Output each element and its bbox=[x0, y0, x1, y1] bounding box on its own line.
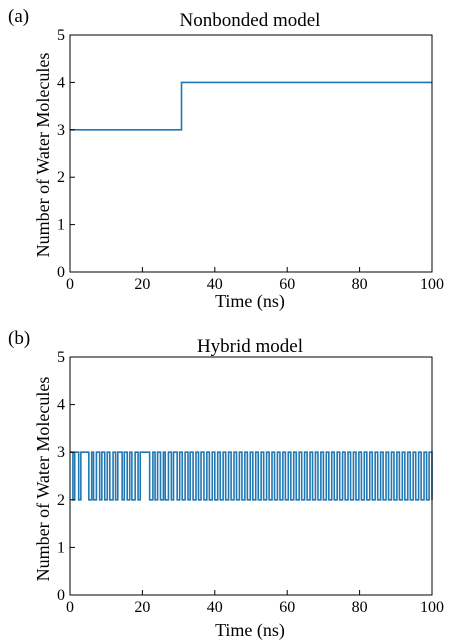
panel-a-label: (a) bbox=[8, 6, 29, 27]
panel-b-xtick-label: 20 bbox=[134, 599, 150, 616]
panel-b-xtick-label: 40 bbox=[207, 599, 223, 616]
panel-a-ytick-label: 4 bbox=[57, 74, 65, 91]
panel-a-ytick-label: 3 bbox=[57, 122, 65, 139]
panel-b-ytick-label: 4 bbox=[57, 397, 65, 414]
panel-a-plot-frame bbox=[69, 34, 433, 273]
panel-b-ytick-label: 2 bbox=[57, 492, 65, 509]
panel-a-chart: (a) Nonbonded model 0 20 40 60 80 100 0 1 2 3 4 5 T… bbox=[8, 6, 444, 312]
panel-b-series-line-0 bbox=[70, 451, 433, 501]
panel-b-ytick-label: 0 bbox=[57, 587, 65, 604]
panel-a-ytick-label: 1 bbox=[57, 217, 65, 234]
panel-b-xtick-label: 0 bbox=[66, 599, 74, 616]
panel-b-ylabel: Number of Water Molecules bbox=[33, 377, 53, 582]
panel-b-plot-frame bbox=[69, 356, 433, 596]
panel-a-ylabel: Number of Water Molecules bbox=[33, 53, 53, 258]
panel-a-xtick-label: 40 bbox=[207, 276, 223, 293]
panel-a-ytick-label: 5 bbox=[57, 27, 65, 44]
panel-b-ytick-label: 5 bbox=[57, 349, 65, 366]
panel-a-xlabel: Time (ns) bbox=[215, 291, 285, 312]
panel-a-xtick-label: 20 bbox=[134, 276, 150, 293]
panel-b-xtick-label: 60 bbox=[279, 599, 295, 616]
panel-b-ytick-label: 3 bbox=[57, 444, 65, 461]
panel-a-series-line-0 bbox=[70, 81, 432, 131]
panel-b-title: Hybrid model bbox=[197, 336, 303, 357]
panel-b-xlabel: Time (ns) bbox=[215, 620, 285, 641]
panel-b-chart: (b) Hybrid model 0 20 40 60 80 100 0 1 2 3 4 5 Time… bbox=[8, 328, 444, 641]
panel-a-xtick-label: 0 bbox=[66, 276, 74, 293]
panel-b-xtick-label: 80 bbox=[352, 599, 368, 616]
panel-a-xtick-label: 100 bbox=[420, 276, 444, 293]
panel-a-xtick-label: 60 bbox=[279, 276, 295, 293]
panel-a-xtick-label: 80 bbox=[352, 276, 368, 293]
panel-a-title: Nonbonded model bbox=[180, 10, 321, 31]
panel-b-ytick-label: 1 bbox=[57, 539, 65, 556]
panel-b-xtick-label: 100 bbox=[420, 599, 444, 616]
panel-a-ytick-label: 2 bbox=[57, 169, 65, 186]
panel-b-label: (b) bbox=[8, 328, 30, 349]
panel-a-ytick-label: 0 bbox=[57, 264, 65, 281]
